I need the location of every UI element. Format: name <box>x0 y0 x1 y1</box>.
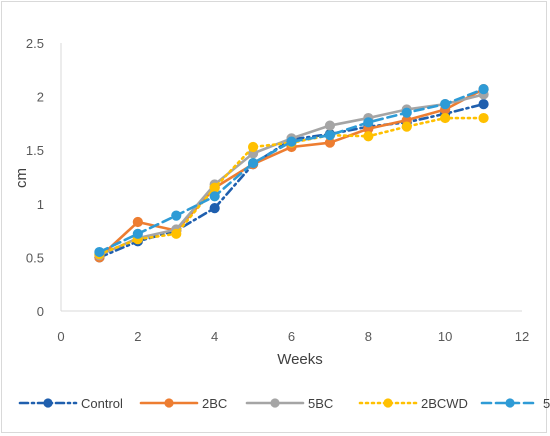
x-tick-label: 8 <box>365 329 372 344</box>
data-point <box>440 99 451 110</box>
series-5bc <box>94 89 489 261</box>
x-axis-title: Weeks <box>277 351 323 368</box>
data-point <box>209 202 220 214</box>
legend-item: Control <box>18 396 123 411</box>
data-point <box>363 131 374 142</box>
data-point <box>363 117 374 128</box>
x-tick-label: 0 <box>57 329 64 344</box>
x-tick-label: 12 <box>515 329 529 344</box>
legend: Control 2BC 5BC 2BCWD 5BCWD <box>18 396 550 411</box>
data-point <box>440 112 451 124</box>
data-point <box>401 107 412 118</box>
series-line <box>98 87 485 259</box>
x-tick-label: 10 <box>438 329 452 344</box>
data-point <box>324 130 336 141</box>
x-tick-label: 4 <box>211 329 218 344</box>
legend-swatch-marker <box>164 398 174 408</box>
legend-item: 2BC <box>139 396 227 411</box>
legend-item: 2BCWD <box>358 396 468 411</box>
y-tick-label: 0 <box>37 304 44 319</box>
y-tick-label: 2 <box>37 90 44 105</box>
axes: 0 0.5 1 1.5 2 2.5 0 2 4 6 8 10 12 <box>26 36 529 344</box>
legend-label: 5BCWD <box>543 396 550 411</box>
y-tick-label: 0.5 <box>26 250 44 265</box>
data-point <box>209 191 220 202</box>
legend-label: 2BCWD <box>421 396 468 411</box>
data-point <box>324 120 336 131</box>
legend-label: Control <box>81 396 123 411</box>
y-tick-label: 1.5 <box>26 143 44 158</box>
series-layer <box>94 83 489 263</box>
legend-swatch-marker <box>270 398 280 408</box>
data-point <box>478 112 489 124</box>
y-axis-title: cm <box>13 168 30 188</box>
x-tick-label: 2 <box>134 329 141 344</box>
data-point <box>247 141 259 153</box>
series-control <box>94 99 489 263</box>
data-point <box>94 246 105 258</box>
legend-swatch-marker <box>43 398 53 408</box>
y-tick-label: 1 <box>37 197 44 212</box>
data-point <box>132 216 143 228</box>
series-5bcwd <box>94 83 489 258</box>
data-point <box>247 157 259 169</box>
legend-swatch-marker <box>505 398 515 408</box>
legend-item: 5BC <box>245 396 333 411</box>
data-point <box>209 182 220 193</box>
y-tick-label: 2.5 <box>26 36 44 51</box>
data-point <box>286 136 297 147</box>
legend-label: 2BC <box>202 396 227 411</box>
legend-item: 5BCWD <box>480 396 550 411</box>
data-point <box>478 83 489 95</box>
legend-swatch-marker <box>383 398 393 408</box>
data-point <box>171 228 182 239</box>
data-point <box>132 228 143 239</box>
legend-label: 5BC <box>308 396 333 411</box>
data-point <box>401 121 412 132</box>
data-point <box>478 99 489 110</box>
data-point <box>171 210 182 221</box>
x-tick-label: 6 <box>288 329 295 344</box>
